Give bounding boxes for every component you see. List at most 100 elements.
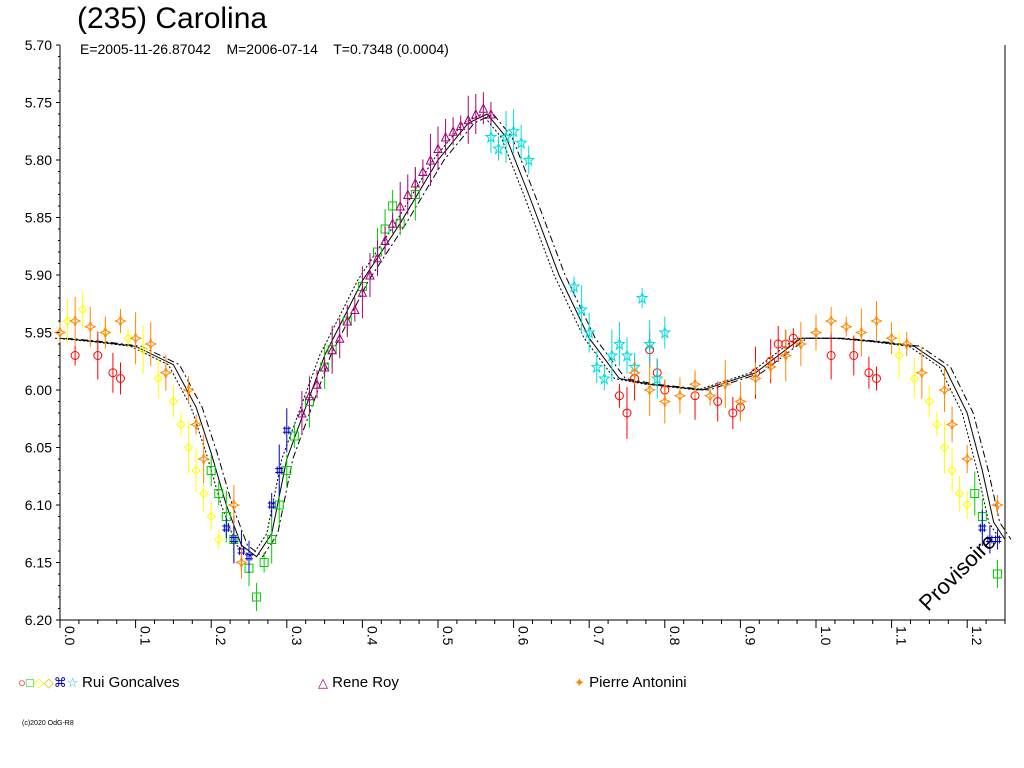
x-tick-label: 0.7 [591,626,607,646]
data-point [499,130,513,144]
data-point [688,377,702,391]
data-point [62,316,73,326]
data-point [794,337,808,351]
data-point [993,535,1002,544]
data-point [484,130,498,144]
data-point [643,337,657,351]
data-point [138,345,148,355]
y-tick-label: 5.85 [25,210,52,226]
data-point [144,337,157,351]
y-tick-label: 6.00 [25,382,52,398]
data-point [567,280,581,293]
data-point [312,379,322,389]
y-tick-label: 5.80 [25,152,52,168]
data-point [282,466,292,475]
legend-label-rene-roy: Rene Roy [332,674,399,691]
chart-subtitle: E=2005-11-26.87042 M=2006-07-14 T=0.7348… [80,41,449,57]
data-point [222,524,231,532]
data-point [635,291,649,305]
y-tick-label: 6.15 [25,555,52,571]
data-point [915,366,929,380]
data-point [945,418,959,431]
data-point [206,511,216,522]
data-point [214,489,224,498]
data-point [198,488,209,499]
data-point [191,465,201,476]
data-point [129,331,142,345]
x-tick-label: 0.4 [364,626,380,646]
series-pierre-antonini-cross [53,297,1004,579]
data-point [703,389,717,403]
x-tick-label: 0.5 [440,626,456,646]
data-point [900,337,913,351]
data-point [507,124,520,138]
y-tick-label: 6.05 [25,440,52,456]
fit-curve [59,113,1006,558]
y-tick-label: 5.90 [25,267,52,283]
x-tick-label: 0.2 [213,626,229,646]
data-point [395,200,406,211]
legend-label-rui-goncalves: Rui Goncalves [82,674,180,691]
data-point [282,426,291,435]
data-point [83,320,97,334]
data-point [455,120,466,130]
data-point [380,235,390,245]
data-point [53,326,67,339]
data-point [809,326,823,339]
legend-label-pierre-antonini: Pierre Antonini [589,674,687,691]
legend-item-rene-roy: △ Rene Roy [318,674,399,691]
data-point [932,419,942,430]
data-point [99,326,112,339]
data-point [70,351,80,360]
legend-symbol-rene-roy: △ [318,675,328,690]
data-point [123,333,133,343]
data-point [826,351,836,360]
data-point [643,383,656,397]
provisional-stamp: Provisoire [914,529,1001,616]
y-tick-label: 5.70 [25,37,52,53]
data-point [229,535,238,544]
x-tick-label: 0.8 [667,626,683,646]
data-point [478,103,489,113]
data-point [978,524,987,532]
data-point [839,320,853,334]
x-tick-label: 1.1 [894,626,910,646]
legend-symbols-rui-goncalves: ○□◇◇⌘☆ [18,675,79,690]
data-point [613,337,626,351]
x-tick-label: 1.2 [969,626,985,646]
chart-title: (235) Carolina [77,2,268,35]
data-point [749,372,762,385]
data-point [93,351,103,360]
data-point [658,395,672,408]
data-point [960,452,974,466]
y-tick-label: 5.75 [25,95,52,111]
data-point [440,131,451,142]
data-point [622,408,632,418]
data-point [514,136,528,150]
data-point [267,501,276,509]
data-point [214,534,224,545]
data-point [985,535,994,544]
data-point [319,361,330,372]
series-rui-goncalves-hash [222,408,1002,573]
data-point [448,126,458,136]
data-point [365,269,375,280]
data-point [713,397,723,406]
data-point [388,201,398,211]
x-tick-label: 0.6 [516,626,532,646]
data-point [235,556,248,569]
data-point [864,368,874,378]
data-point [189,418,203,431]
data-point [183,442,194,453]
data-point [327,344,337,355]
data-point [463,114,474,125]
data-point [909,373,919,384]
data-point [658,326,672,339]
data-point [418,166,428,176]
data-point [855,326,868,339]
data-point [372,252,383,263]
legend-item-pierre-antonini: ✦ Pierre Antonini [574,674,687,691]
data-point [227,498,241,512]
data-point [402,189,413,199]
y-tick-label: 5.95 [25,325,52,341]
